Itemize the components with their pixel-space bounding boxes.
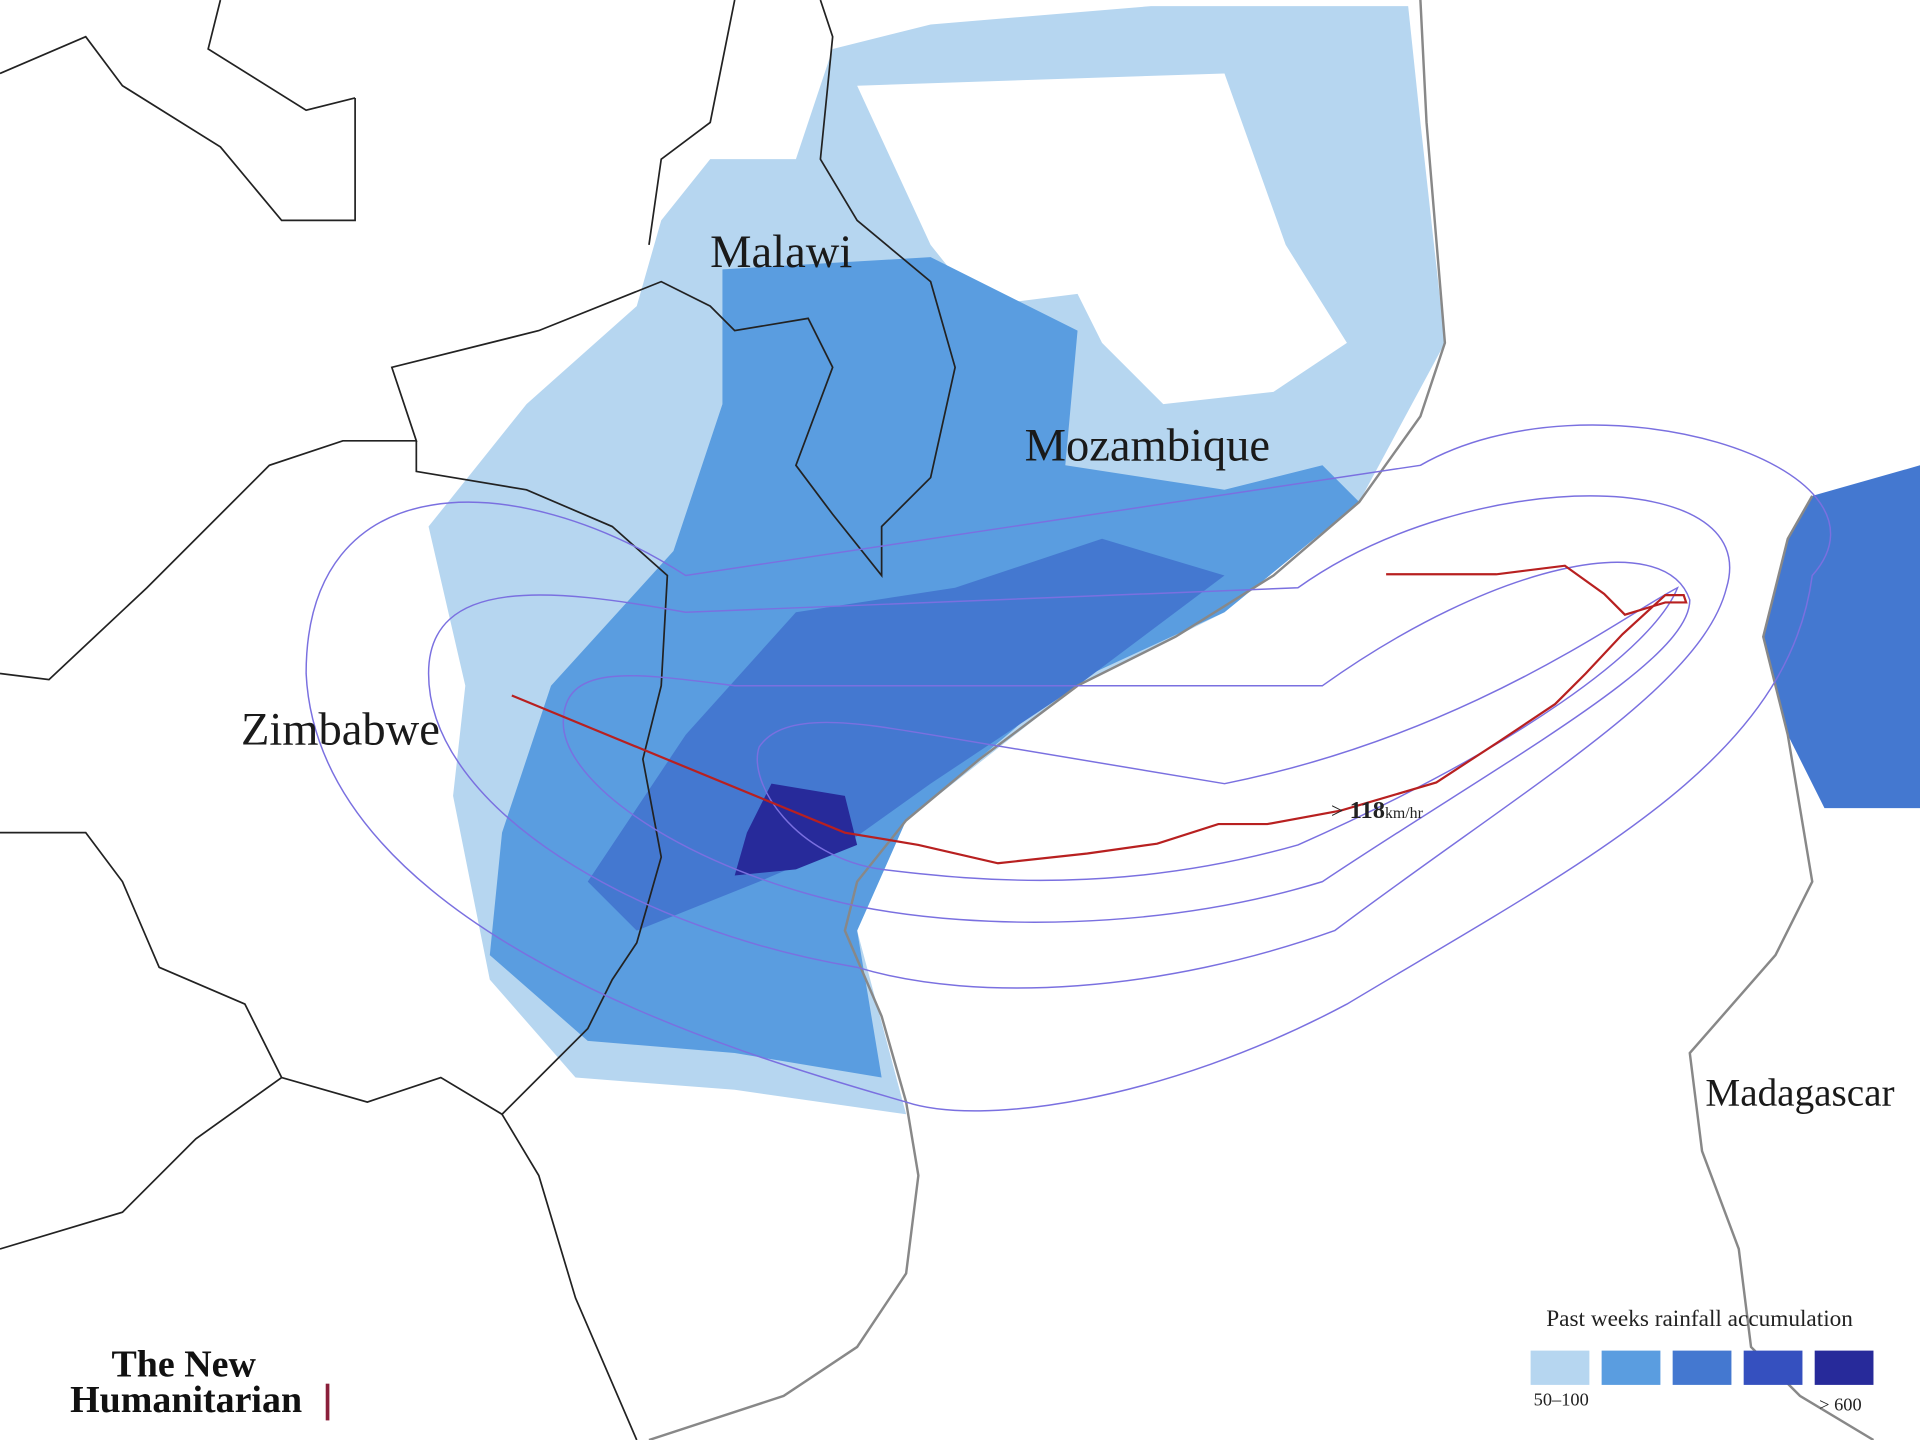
logo-bar	[325, 1383, 330, 1421]
legend: Past weeks rainfall accumulation 50–100 …	[1530, 1306, 1874, 1415]
country-label: Malawi	[710, 227, 852, 278]
country-label: Mozambique	[1025, 420, 1270, 471]
legend-low-label: 50–100	[1534, 1390, 1589, 1410]
wind-contour	[562, 561, 1691, 923]
wind-prefix: >	[1331, 798, 1343, 823]
legend-swatch	[1601, 1350, 1661, 1385]
cyclone-track	[511, 564, 1688, 865]
wind-contour	[756, 586, 1679, 882]
logo-line: Humanitarian	[70, 1379, 302, 1421]
legend-swatch	[1814, 1350, 1874, 1385]
legend-swatch	[1743, 1350, 1803, 1385]
border	[501, 1113, 638, 1440]
border	[0, 35, 356, 222]
border	[0, 1076, 283, 1250]
wind-unit: km/hr	[1385, 805, 1424, 822]
rain-madagascar	[1763, 465, 1920, 809]
border	[0, 440, 669, 1116]
country-label: Madagascar	[1705, 1072, 1894, 1115]
wind-annotation: >118km/hr	[1331, 797, 1424, 824]
legend-swatch	[1672, 1350, 1732, 1385]
border	[0, 0, 956, 681]
legend-high-label: > 600	[1819, 1395, 1861, 1415]
legend-title: Past weeks rainfall accumulation	[1546, 1306, 1853, 1332]
wind-contour	[305, 424, 1831, 1112]
legend-swatch	[1530, 1350, 1590, 1385]
border	[207, 0, 356, 112]
border	[648, 0, 736, 246]
rain-hole	[857, 73, 1347, 405]
coastline	[1688, 495, 1875, 1440]
coastline	[648, 0, 1447, 1440]
country-label: Zimbabwe	[241, 704, 440, 755]
wind-contour	[427, 495, 1731, 989]
logo-line: The New	[111, 1343, 256, 1385]
wind-value: 118	[1350, 797, 1385, 824]
